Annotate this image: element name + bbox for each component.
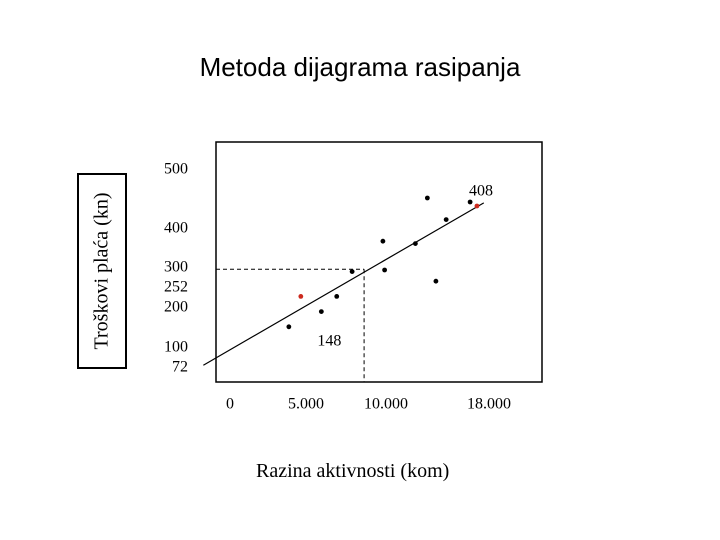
x-tick-label: 0 bbox=[226, 396, 234, 413]
point-label: 148 bbox=[317, 332, 341, 349]
data-point bbox=[382, 267, 388, 273]
y-tick-label: 300 bbox=[164, 259, 188, 276]
data-point bbox=[380, 238, 386, 244]
x-axis-label: Razina aktivnosti (kom) bbox=[256, 460, 450, 482]
x-tick-label: 18.000 bbox=[467, 396, 511, 413]
data-point bbox=[334, 294, 340, 299]
data-point bbox=[443, 217, 449, 223]
regression-line bbox=[203, 202, 485, 366]
chart-title: Metoda dijagrama rasipanja bbox=[199, 52, 521, 82]
x-tick-labels: 0 5.000 10.000 18.000 bbox=[226, 396, 511, 413]
y-tick-label: 200 bbox=[164, 299, 188, 316]
y-tick-label: 72 bbox=[172, 359, 188, 376]
data-point bbox=[467, 199, 473, 205]
y-tick-label: 100 bbox=[164, 339, 188, 356]
data-point bbox=[298, 294, 304, 299]
data-point bbox=[412, 241, 418, 247]
data-points bbox=[286, 195, 480, 330]
data-point bbox=[433, 278, 439, 284]
y-axis-label-box: Troškovi plaća (kn) bbox=[77, 173, 127, 369]
reference-guides bbox=[216, 268, 365, 382]
trend-line bbox=[203, 202, 485, 366]
x-tick-label: 10.000 bbox=[364, 396, 408, 413]
y-tick-label: 400 bbox=[164, 220, 188, 237]
y-tick-label: 252 bbox=[164, 279, 188, 296]
y-tick-label: 500 bbox=[164, 161, 188, 178]
data-point bbox=[474, 203, 480, 209]
plot-frame bbox=[215, 141, 543, 383]
data-point bbox=[349, 269, 355, 274]
y-tick-labels: 500 400 300 252 200 100 72 bbox=[164, 161, 188, 376]
point-labels: 148 408 bbox=[317, 182, 493, 349]
data-point bbox=[424, 195, 430, 201]
point-label: 408 bbox=[469, 182, 493, 199]
data-point bbox=[286, 324, 292, 330]
x-tick-label: 5.000 bbox=[288, 396, 324, 413]
data-point bbox=[318, 309, 324, 314]
